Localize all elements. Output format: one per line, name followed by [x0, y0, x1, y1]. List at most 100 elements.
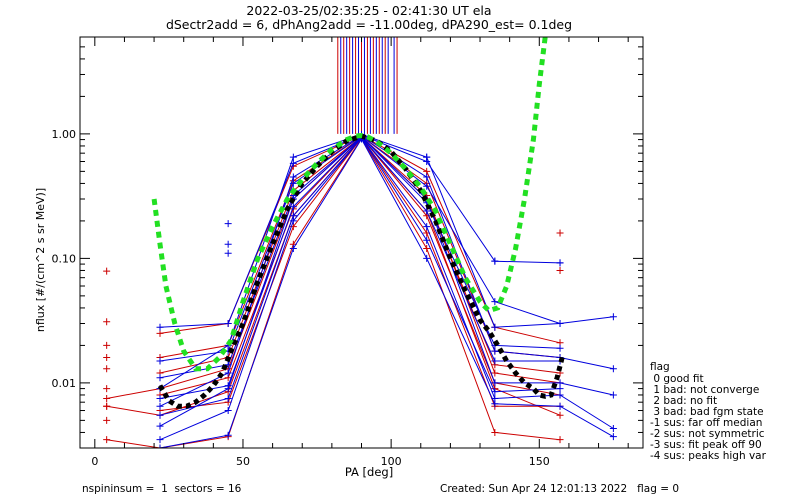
blue-series-point	[423, 182, 431, 190]
blue-series-point	[423, 207, 431, 215]
blue-series-point	[289, 212, 297, 220]
blue-series-point	[156, 402, 164, 410]
chart-title-line-2: dSectr2add = 6, dPhAng2add = -11.00deg, …	[166, 17, 572, 32]
data-layer	[103, 37, 617, 448]
blue-series-point	[156, 357, 164, 365]
blue-series-point	[224, 382, 232, 390]
legend-title: flag	[650, 361, 670, 373]
blue-series-point	[224, 361, 232, 369]
red-isolated-point	[103, 318, 111, 326]
blue-series-point	[224, 394, 232, 402]
footer-left: nspininsum = 1 sectors = 16	[82, 483, 242, 495]
blue-series-point	[609, 425, 617, 433]
blue-series-line	[159, 136, 614, 441]
y-tick-label: 0.01	[52, 377, 77, 390]
blue-isolated-point	[423, 153, 431, 161]
blue-series-point	[289, 173, 297, 181]
red-isolated-point	[103, 402, 111, 410]
legend-entry: 0 good fit	[650, 373, 704, 385]
blue-series-point	[224, 431, 232, 439]
blue-series-point	[609, 365, 617, 373]
red-series-line	[159, 136, 560, 411]
blue-series-line	[159, 136, 561, 379]
red-isolated-point	[103, 365, 111, 373]
red-isolated-point	[103, 341, 111, 349]
red-series-line	[106, 137, 561, 416]
blue-series-point	[491, 323, 499, 331]
blue-series-point	[156, 444, 164, 448]
blue-series-point	[156, 374, 164, 382]
x-tick-label: 150	[529, 455, 550, 468]
red-series-point	[491, 428, 499, 436]
blue-isolated-point	[224, 220, 232, 228]
blue-series-point	[609, 433, 617, 441]
legend-entry: -4 sus: peaks high var	[650, 450, 767, 462]
blue-series-point	[556, 391, 564, 399]
legend-entry: 3 bad: bad fgm state	[650, 406, 764, 418]
legend-entry: 1 bad: not converge	[650, 384, 759, 396]
blue-series-point	[556, 402, 564, 410]
legend-entry: -2 sus: not symmetric	[650, 428, 765, 440]
blue-series-point	[491, 298, 499, 306]
x-tick-label: 50	[236, 455, 250, 468]
blue-series-point	[224, 407, 232, 415]
red-isolated-point	[556, 229, 564, 237]
blue-series-point	[423, 236, 431, 244]
red-series-line	[159, 136, 561, 374]
y-tick-label: 1.00	[52, 128, 77, 141]
blue-series-point	[491, 388, 499, 396]
blue-series-point	[224, 319, 232, 327]
blue-series-point	[423, 254, 431, 262]
green-fit-curve	[151, 37, 548, 372]
red-series-point	[103, 394, 111, 402]
legend-entry: -3 sus: fit peak off 90	[650, 439, 762, 451]
blue-isolated-point	[224, 240, 232, 248]
blue-isolated-point	[491, 257, 499, 265]
red-series-point	[491, 369, 499, 377]
blue-series-point	[609, 313, 617, 321]
x-tick-label: 100	[381, 455, 402, 468]
red-series-point	[103, 436, 111, 444]
blue-series-point	[609, 391, 617, 399]
blue-series-point	[289, 203, 297, 211]
blue-series-point	[556, 385, 564, 393]
blue-series-point	[491, 379, 499, 387]
red-series-point	[423, 245, 431, 253]
legend-entry: -1 sus: far off median	[650, 417, 762, 429]
blue-series-point	[491, 400, 499, 408]
blue-series-point	[156, 394, 164, 402]
blue-series-point	[423, 173, 431, 181]
red-series-point	[156, 329, 164, 337]
red-isolated-point	[103, 385, 111, 393]
blue-series-point	[556, 344, 564, 352]
blue-series-point	[491, 357, 499, 365]
red-series-line	[159, 136, 561, 396]
blue-isolated-point	[556, 259, 564, 267]
blue-isolated-point	[224, 249, 232, 257]
blue-series-point	[156, 323, 164, 331]
x-tick-label: 0	[91, 455, 98, 468]
y-axis-label: nflux [#/(cm^2 s sr MeV)]	[34, 188, 47, 332]
red-isolated-point	[103, 416, 111, 424]
red-isolated-point	[103, 267, 111, 275]
blue-series-point	[289, 245, 297, 253]
blue-series-point	[556, 319, 564, 327]
red-series-point	[556, 411, 564, 419]
flag-legend: flag 0 good fit 1 bad: not converge 2 ba…	[650, 361, 767, 462]
footer-right: Created: Sun Apr 24 12:01:13 2022 flag =…	[440, 483, 679, 495]
y-tick-label: 0.10	[52, 252, 77, 265]
blue-series-point	[423, 223, 431, 231]
blue-series-line	[159, 138, 614, 448]
red-isolated-point	[103, 353, 111, 361]
legend-entry: 2 bad: no fit	[650, 395, 717, 407]
blue-series-point	[289, 153, 297, 161]
blue-series-point	[289, 159, 297, 167]
blue-series-point	[156, 436, 164, 444]
blue-series-point	[156, 411, 164, 419]
chart-title-line-1: 2022-03-25/02:35:25 - 02:41:30 UT ela	[246, 3, 491, 18]
blue-series-point	[289, 179, 297, 187]
red-series-point	[556, 436, 564, 444]
x-axis-label: PA [deg]	[345, 465, 393, 479]
blue-series-point	[224, 369, 232, 377]
